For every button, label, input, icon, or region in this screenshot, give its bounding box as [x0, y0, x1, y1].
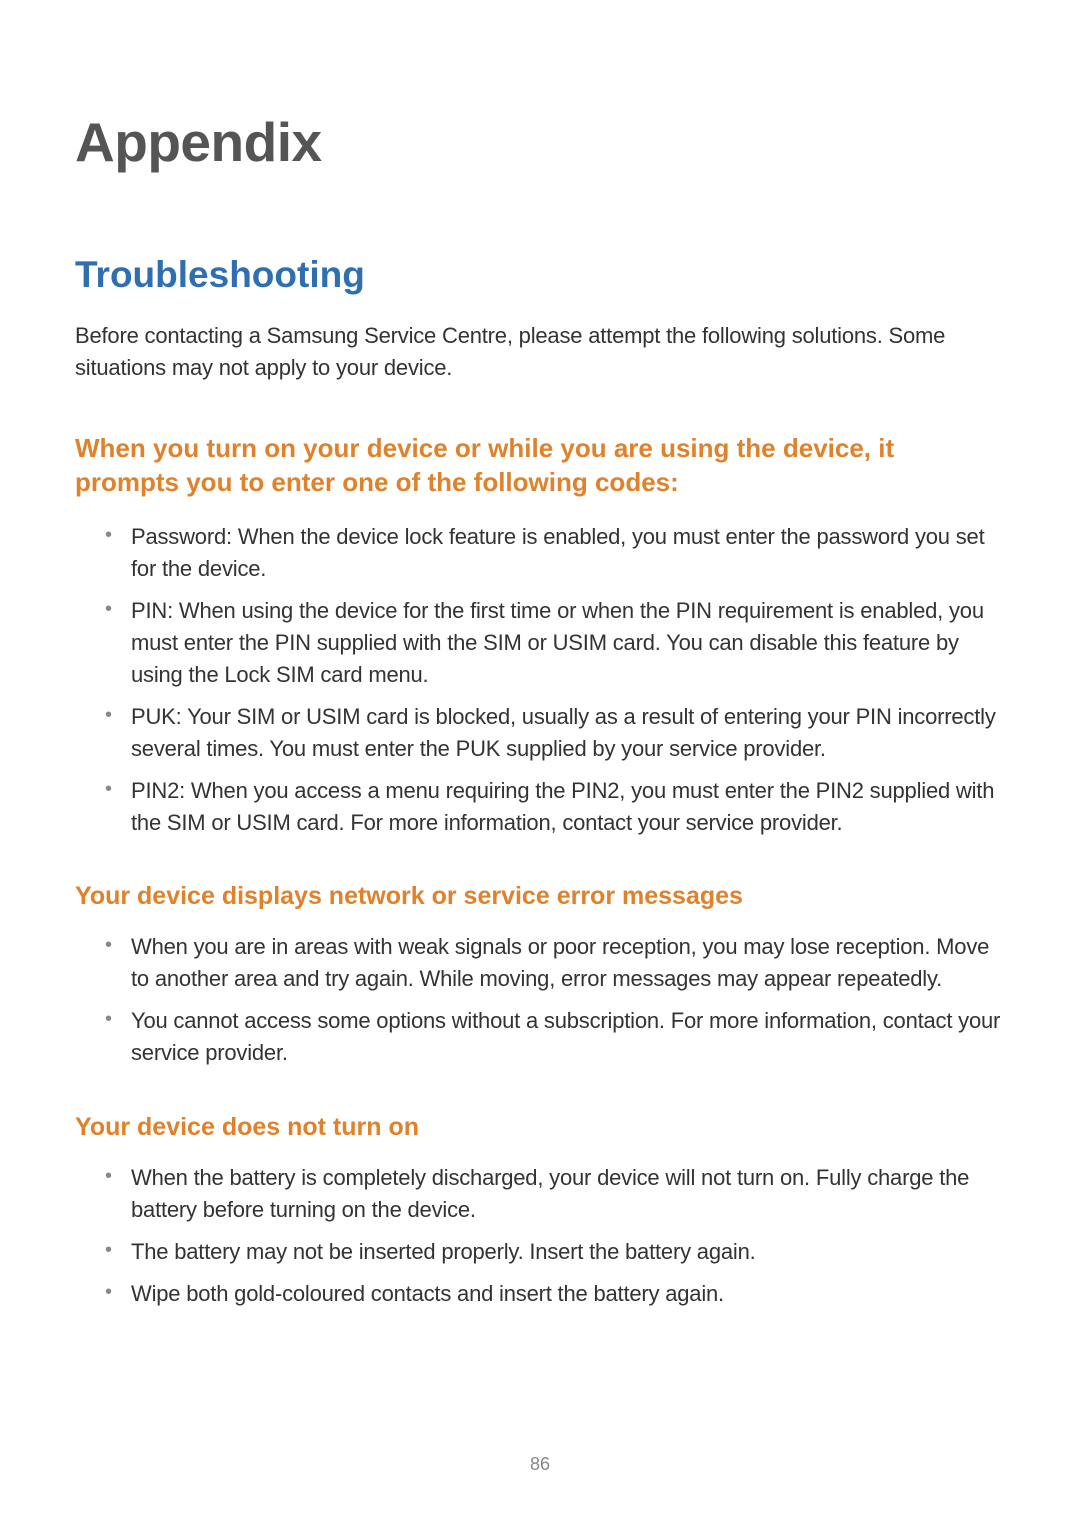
bullet-list-codes: Password: When the device lock feature i…	[75, 521, 1005, 838]
list-item: The battery may not be inserted properly…	[105, 1236, 1005, 1268]
list-item: PIN: When using the device for the first…	[105, 595, 1005, 691]
list-item: Password: When the device lock feature i…	[105, 521, 1005, 585]
list-item: Wipe both gold-coloured contacts and ins…	[105, 1278, 1005, 1310]
bullet-list-power: When the battery is completely discharge…	[75, 1162, 1005, 1310]
section-title-troubleshooting: Troubleshooting	[75, 254, 1005, 296]
page-number: 86	[0, 1454, 1080, 1475]
intro-paragraph: Before contacting a Samsung Service Cent…	[75, 320, 1005, 384]
subsection-title-codes: When you turn on your device or while yo…	[75, 432, 1005, 500]
page-content: Appendix Troubleshooting Before contacti…	[0, 0, 1080, 1310]
list-item: When you are in areas with weak signals …	[105, 931, 1005, 995]
page-title: Appendix	[75, 110, 1005, 174]
list-item: PUK: Your SIM or USIM card is blocked, u…	[105, 701, 1005, 765]
list-item: PIN2: When you access a menu requiring t…	[105, 775, 1005, 839]
bullet-list-network: When you are in areas with weak signals …	[75, 931, 1005, 1069]
list-item: You cannot access some options without a…	[105, 1005, 1005, 1069]
list-item: When the battery is completely discharge…	[105, 1162, 1005, 1226]
subsection-title-power: Your device does not turn on	[75, 1113, 1005, 1142]
subsection-title-network: Your device displays network or service …	[75, 882, 1005, 911]
